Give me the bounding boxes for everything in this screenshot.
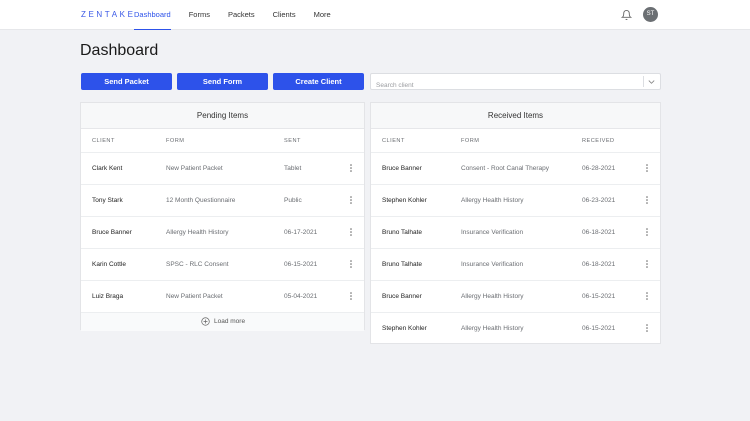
client-name: Stephen Kohler bbox=[382, 325, 427, 332]
kebab-menu-icon[interactable] bbox=[348, 227, 354, 237]
kebab-menu-icon[interactable] bbox=[348, 291, 354, 301]
plus-circle-icon bbox=[201, 317, 210, 326]
bell-icon[interactable] bbox=[621, 9, 632, 21]
search-divider bbox=[643, 76, 644, 87]
received-value: 06-15-2021 bbox=[582, 325, 616, 332]
received-table-header: CLIENT FORM RECEIVED bbox=[371, 129, 660, 153]
top-navbar: ZENTAKE Dashboard Forms Packets Clients … bbox=[0, 0, 750, 30]
table-row[interactable]: Luiz Braga New Patient Packet 05-04-2021 bbox=[81, 281, 364, 313]
client-name: Bruce Banner bbox=[382, 165, 422, 172]
column-form: FORM bbox=[461, 138, 480, 144]
kebab-menu-icon[interactable] bbox=[644, 163, 650, 173]
nav-dashboard[interactable]: Dashboard bbox=[134, 0, 171, 30]
table-row[interactable]: Bruce Banner Allergy Health History 06-1… bbox=[371, 281, 660, 313]
send-form-button[interactable]: Send Form bbox=[177, 73, 268, 90]
nav-packets[interactable]: Packets bbox=[227, 10, 255, 19]
create-client-button[interactable]: Create Client bbox=[273, 73, 364, 90]
table-row[interactable]: Bruno Talhate Insurance Verification 06-… bbox=[371, 249, 660, 281]
search-client-select[interactable] bbox=[370, 73, 661, 93]
kebab-menu-icon[interactable] bbox=[644, 195, 650, 205]
received-items-title: Received Items bbox=[371, 103, 660, 129]
load-more-button[interactable]: Load more bbox=[81, 313, 364, 331]
form-name: New Patient Packet bbox=[166, 293, 223, 300]
received-value: 06-23-2021 bbox=[582, 197, 616, 204]
pending-items-title: Pending Items bbox=[81, 103, 364, 129]
kebab-menu-icon[interactable] bbox=[348, 195, 354, 205]
client-name: Bruce Banner bbox=[382, 293, 422, 300]
kebab-menu-icon[interactable] bbox=[644, 227, 650, 237]
chevron-down-icon[interactable] bbox=[647, 77, 656, 86]
sent-value: 06-17-2021 bbox=[284, 229, 318, 236]
client-name: Stephen Kohler bbox=[382, 197, 427, 204]
client-name: Bruno Talhate bbox=[382, 229, 422, 236]
client-name: Luiz Braga bbox=[92, 293, 124, 300]
form-name: Allergy Health History bbox=[461, 197, 524, 204]
table-row[interactable]: Bruno Talhate Insurance Verification 06-… bbox=[371, 217, 660, 249]
received-value: 06-18-2021 bbox=[582, 261, 616, 268]
table-row[interactable]: Bruce Banner Allergy Health History 06-1… bbox=[81, 217, 364, 249]
received-items-panel: Received Items CLIENT FORM RECEIVED Bruc… bbox=[370, 102, 661, 344]
column-received: RECEIVED bbox=[582, 138, 615, 144]
kebab-menu-icon[interactable] bbox=[348, 259, 354, 269]
kebab-menu-icon[interactable] bbox=[644, 323, 650, 333]
table-row[interactable]: Stephen Kohler Allergy Health History 06… bbox=[371, 313, 660, 345]
form-name: SPSC - RLC Consent bbox=[166, 261, 229, 268]
form-name: Allergy Health History bbox=[461, 293, 524, 300]
form-name: New Patient Packet bbox=[166, 165, 223, 172]
column-client: CLIENT bbox=[92, 138, 115, 144]
column-sent: SENT bbox=[284, 138, 301, 144]
pending-items-panel: Pending Items CLIENT FORM SENT Clark Ken… bbox=[80, 102, 365, 331]
kebab-menu-icon[interactable] bbox=[644, 291, 650, 301]
form-name: 12 Month Questionnaire bbox=[166, 197, 236, 204]
sent-value: Tablet bbox=[284, 165, 302, 172]
column-form: FORM bbox=[166, 138, 185, 144]
search-client-input[interactable] bbox=[371, 78, 641, 93]
form-name: Allergy Health History bbox=[166, 229, 229, 236]
client-name: Bruce Banner bbox=[92, 229, 132, 236]
received-value: 06-18-2021 bbox=[582, 229, 616, 236]
load-more-label: Load more bbox=[214, 318, 246, 325]
client-name: Karin Cottle bbox=[92, 261, 126, 268]
table-row[interactable]: Bruce Banner Consent - Root Canal Therap… bbox=[371, 153, 660, 185]
form-name: Allergy Health History bbox=[461, 325, 524, 332]
sent-value: 05-04-2021 bbox=[284, 293, 318, 300]
client-name: Clark Kent bbox=[92, 165, 123, 172]
form-name: Insurance Verification bbox=[461, 229, 524, 236]
sent-value: Public bbox=[284, 197, 302, 204]
form-name: Insurance Verification bbox=[461, 261, 524, 268]
form-name: Consent - Root Canal Therapy bbox=[461, 165, 550, 172]
received-value: 06-28-2021 bbox=[582, 165, 616, 172]
kebab-menu-icon[interactable] bbox=[348, 163, 354, 173]
zentake-logo[interactable]: ZENTAKE bbox=[81, 10, 136, 19]
client-name: Bruno Talhate bbox=[382, 261, 422, 268]
main-nav: Dashboard Forms Packets Clients More bbox=[134, 0, 349, 30]
received-value: 06-15-2021 bbox=[582, 293, 616, 300]
send-packet-button[interactable]: Send Packet bbox=[81, 73, 172, 90]
nav-clients[interactable]: Clients bbox=[272, 10, 296, 19]
sent-value: 06-15-2021 bbox=[284, 261, 318, 268]
client-name: Tony Stark bbox=[92, 197, 123, 204]
table-row[interactable]: Stephen Kohler Allergy Health History 06… bbox=[371, 185, 660, 217]
table-row[interactable]: Karin Cottle SPSC - RLC Consent 06-15-20… bbox=[81, 249, 364, 281]
avatar[interactable]: ST bbox=[643, 7, 658, 22]
page-title: Dashboard bbox=[80, 42, 159, 59]
nav-forms[interactable]: Forms bbox=[188, 10, 210, 19]
pending-table-header: CLIENT FORM SENT bbox=[81, 129, 364, 153]
kebab-menu-icon[interactable] bbox=[644, 259, 650, 269]
nav-more[interactable]: More bbox=[313, 10, 331, 19]
table-row[interactable]: Clark Kent New Patient Packet Tablet bbox=[81, 153, 364, 185]
column-client: CLIENT bbox=[382, 138, 405, 144]
table-row[interactable]: Tony Stark 12 Month Questionnaire Public bbox=[81, 185, 364, 217]
